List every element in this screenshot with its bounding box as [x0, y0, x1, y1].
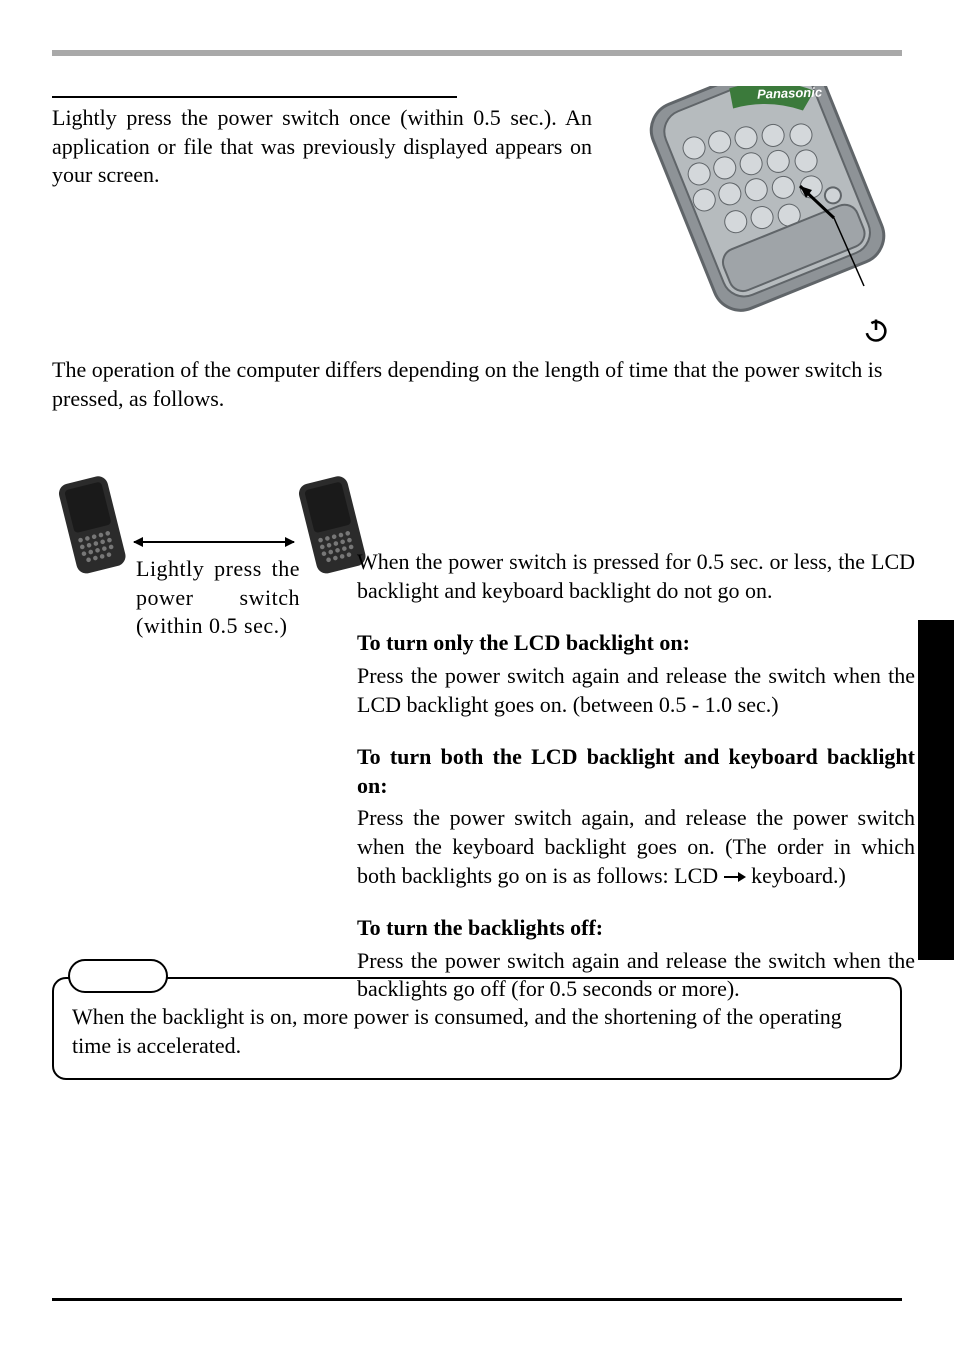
lcd-heading: To turn only the LCD backlight on: [357, 629, 915, 658]
top-divider [52, 50, 902, 56]
operation-intro: The operation of the computer differs de… [52, 356, 902, 413]
power-icon [862, 316, 890, 352]
brand-label: Panasonic [757, 86, 823, 102]
both-body-post: keyboard.) [746, 863, 846, 888]
off-heading: To turn the backlights off: [357, 914, 915, 943]
backlight-intro: When the power switch is pressed for 0.5… [357, 548, 915, 605]
note-text: When the backlight is on, more power is … [72, 1003, 882, 1060]
intro-section: Lightly press the power switch once (wit… [52, 96, 902, 356]
both-body: Press the power switch again, and releas… [357, 804, 915, 890]
mini-device-off [52, 473, 132, 583]
lcd-body: Press the power switch again and release… [357, 662, 915, 719]
both-heading: To turn both the LCD backlight and keybo… [357, 743, 915, 800]
backlight-section: Lightly press the power switch (within 0… [52, 473, 902, 973]
intro-underline [52, 96, 457, 98]
device-illustration: Panasonic [622, 86, 902, 336]
note-tab [68, 959, 168, 993]
intro-paragraph: Lightly press the power switch once (wit… [52, 104, 592, 190]
bottom-divider [52, 1298, 902, 1301]
manual-page: Lightly press the power switch once (wit… [0, 0, 954, 1355]
diagram-caption: Lightly press the power switch (within 0… [136, 555, 300, 641]
note-box: When the backlight is on, more power is … [52, 977, 902, 1080]
arrow-right-icon [724, 872, 746, 882]
side-index-tab [918, 620, 954, 960]
backlight-instructions: When the power switch is pressed for 0.5… [357, 548, 915, 1028]
double-arrow [134, 541, 294, 543]
